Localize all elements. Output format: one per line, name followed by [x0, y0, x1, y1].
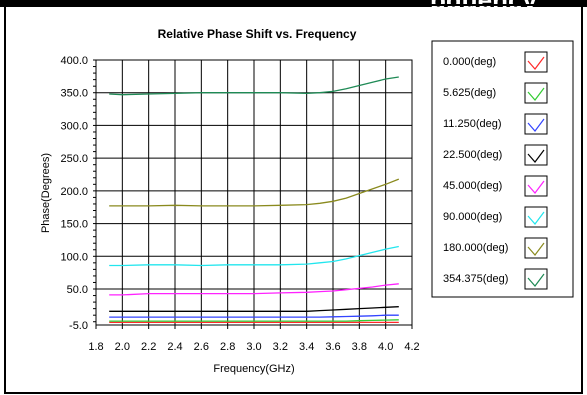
legend-label: 45.000(deg) — [443, 180, 502, 192]
header-band — [0, 0, 587, 7]
legend-swatch-line — [527, 87, 545, 101]
legend-swatch-line — [527, 56, 545, 70]
x-tick-label: 4.0 — [378, 341, 393, 353]
x-tick-label: 2.6 — [194, 341, 209, 353]
y-tick-label: 100.0 — [60, 251, 88, 263]
x-tick-label: 3.4 — [299, 341, 314, 353]
y-tick-label: 50.0 — [67, 284, 88, 296]
y-tick-label: 250.0 — [60, 153, 88, 165]
legend-swatch-box — [524, 113, 548, 135]
series-line-1 — [109, 319, 399, 322]
y-tick-labels: 400.0 350.0 300.0 250.0 200.0 150.0 100.0 50.0 -… — [60, 55, 88, 332]
series-line-5 — [109, 245, 399, 267]
legend-swatch-line — [527, 149, 545, 163]
x-tick-label: 1.8 — [88, 341, 103, 353]
legend-swatch-box — [524, 82, 548, 104]
y-tick-label: -5.0 — [69, 320, 88, 332]
series-line-7 — [109, 76, 399, 96]
x-tick-label: 3.2 — [273, 341, 288, 353]
legend-label: 5.625(deg) — [443, 87, 496, 99]
legend-swatch-box — [524, 237, 548, 259]
series-line-3 — [109, 306, 399, 312]
legend-swatch-box — [524, 206, 548, 228]
y-tick-label: 150.0 — [60, 219, 88, 231]
legend-swatch-line — [527, 118, 545, 132]
legend — [431, 40, 574, 298]
y-tick-label: 300.0 — [60, 120, 88, 132]
y-tick-label: 350.0 — [60, 88, 88, 100]
legend-swatch-box — [524, 144, 548, 166]
legend-label: 0.000(deg) — [443, 56, 496, 68]
legend-swatch-box — [524, 51, 548, 73]
x-tick-label: 2.8 — [220, 341, 235, 353]
legend-swatch-box — [524, 268, 548, 290]
legend-items: 0.000(deg) 5.625(deg) 11.250(deg) 22.500(de… — [443, 51, 548, 290]
legend-label: 11.250(deg) — [443, 118, 502, 130]
series-line-6 — [109, 178, 400, 207]
x-tick-label: 3.0 — [246, 341, 261, 353]
legend-label: 90.000(deg) — [443, 211, 502, 223]
legend-swatch-box — [524, 175, 548, 197]
legend-swatch-line — [527, 242, 545, 256]
x-tick-label: 3.6 — [325, 341, 340, 353]
series-line-2 — [109, 314, 399, 318]
chart-title: Relative Phase Shift vs. Frequency — [158, 27, 357, 41]
grid — [93, 59, 413, 329]
x-tick-label: 3.8 — [352, 341, 367, 353]
y-tick-label: 400.0 — [60, 55, 88, 67]
x-axis-label: Frequency(GHz) — [213, 363, 294, 375]
series-line-4 — [109, 283, 399, 296]
y-tick-label: 200.0 — [60, 186, 88, 198]
panel-border — [4, 4, 583, 394]
legend-swatch-line — [527, 180, 545, 194]
legend-label: 180.000(deg) — [443, 242, 508, 254]
x-tick-label: 2.0 — [115, 341, 130, 353]
legend-swatch-line — [527, 211, 545, 225]
legend-label: 22.500(deg) — [443, 149, 502, 161]
header-fragment: pquency — [430, 0, 537, 15]
plot-area — [95, 59, 413, 326]
series-layer — [109, 76, 400, 324]
y-axis-label: Phase(Degrees) — [40, 153, 52, 233]
x-tick-label: 2.2 — [141, 341, 156, 353]
legend-label: 354.375(deg) — [443, 273, 508, 285]
x-tick-label: 4.2 — [404, 341, 419, 353]
legend-swatch-line — [527, 273, 545, 287]
x-tick-labels: 1.8 2.0 2.2 2.4 2.6 2.8 3.0 3.2 3.4 3.6 3.8 4.0 4.2 — [88, 341, 419, 353]
x-tick-label: 2.4 — [167, 341, 182, 353]
